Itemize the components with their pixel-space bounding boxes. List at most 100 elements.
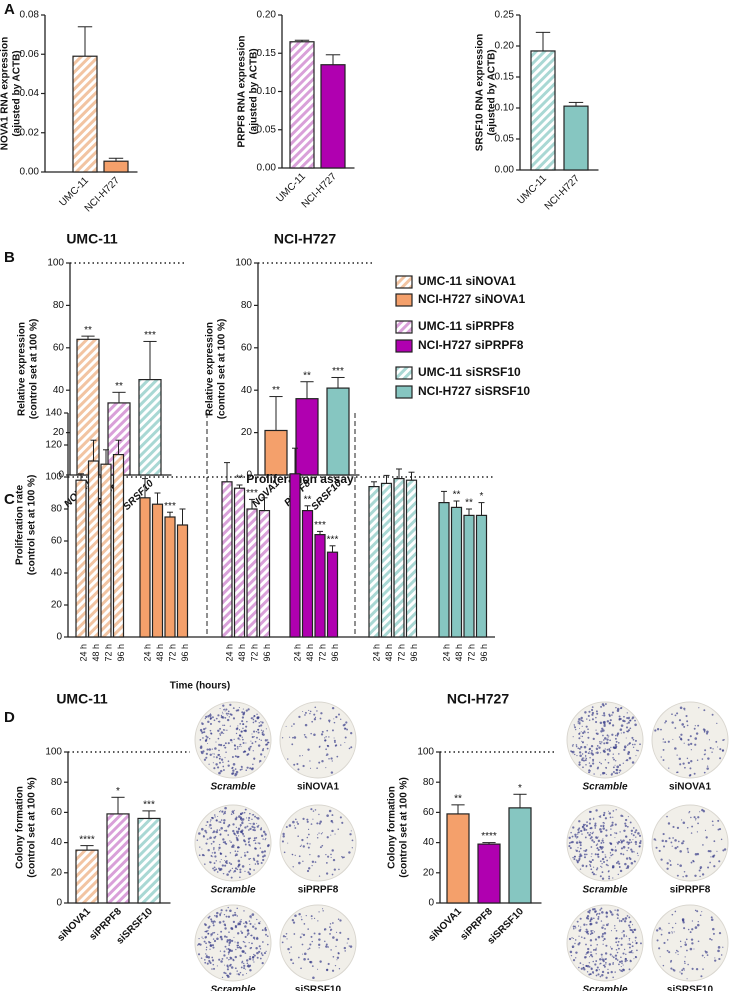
colony [258, 725, 261, 728]
colony [343, 727, 347, 730]
colony [717, 746, 719, 748]
colony [250, 745, 252, 747]
colony [630, 848, 633, 851]
colony [579, 917, 582, 920]
colony [628, 742, 632, 745]
colony [218, 761, 221, 764]
colony [237, 846, 240, 849]
colony [633, 851, 635, 853]
y-axis-label: Proliferation rate [15, 485, 26, 565]
colony [612, 877, 614, 879]
colony [603, 861, 605, 863]
colony [244, 945, 247, 948]
colony [239, 920, 242, 923]
colony [617, 840, 621, 844]
colony [285, 725, 287, 727]
colony [224, 855, 227, 858]
colony [281, 941, 284, 944]
colony [599, 875, 602, 878]
colony [678, 757, 682, 761]
colony [632, 738, 635, 741]
colony [632, 827, 635, 829]
colony [238, 707, 240, 709]
colony [602, 924, 604, 926]
colony [603, 714, 606, 717]
colony [585, 956, 587, 958]
colony [656, 939, 659, 942]
colony [307, 833, 310, 836]
colony [658, 927, 662, 930]
colony [573, 858, 576, 861]
legend-label: NCI-H727 siSRSF10 [418, 384, 530, 398]
colony [231, 756, 234, 758]
colony [590, 951, 592, 953]
colony [203, 940, 206, 943]
colony [576, 835, 579, 838]
colony [598, 912, 601, 915]
colony [235, 732, 238, 735]
colony [252, 718, 255, 721]
colony [666, 949, 669, 952]
colony [602, 964, 605, 967]
colony [622, 719, 625, 722]
colony [219, 758, 221, 760]
colony [343, 946, 346, 950]
colony [292, 736, 294, 739]
colony [683, 969, 685, 971]
colony [595, 921, 598, 924]
y-tick-label: 0.00 [20, 167, 40, 178]
colony [583, 757, 585, 759]
colony [318, 813, 320, 816]
colony [618, 963, 620, 966]
colony [331, 706, 335, 710]
colony [578, 751, 582, 754]
significance-label: *** [143, 800, 155, 811]
colony [701, 758, 704, 760]
colony [604, 703, 607, 705]
colony [348, 945, 350, 947]
colony [616, 951, 619, 954]
colony [338, 868, 340, 871]
colony [620, 852, 623, 855]
colony [250, 917, 252, 919]
colony [235, 836, 238, 839]
colony [339, 919, 342, 922]
colony-plate [279, 804, 357, 882]
colony [211, 933, 213, 935]
colony [579, 962, 582, 964]
x-tick-label: 24 h [292, 644, 302, 662]
colony [209, 836, 212, 840]
colony [691, 942, 694, 945]
colony [686, 949, 688, 952]
colony [585, 928, 588, 931]
colony [594, 948, 597, 951]
colony [329, 923, 332, 925]
colony [594, 938, 598, 941]
colony [595, 969, 598, 972]
colony [603, 724, 606, 728]
colony [587, 731, 589, 734]
colony [232, 763, 236, 766]
colony [679, 864, 682, 867]
significance-label: ** [453, 490, 461, 501]
colony [266, 739, 269, 741]
colony [687, 928, 690, 931]
colony [591, 711, 595, 715]
bar [112, 454, 125, 638]
colony [205, 831, 208, 834]
colony [611, 733, 614, 736]
colony [707, 866, 710, 869]
colony [311, 918, 313, 920]
colony [232, 920, 236, 924]
colony [219, 734, 222, 736]
colony [677, 953, 679, 955]
colony [282, 935, 286, 938]
colony [215, 717, 218, 720]
y-axis-label: (ajusted by ACTB) [487, 49, 498, 135]
colony [242, 820, 244, 822]
colony [689, 735, 692, 738]
plate [194, 804, 272, 882]
colony [212, 967, 216, 970]
colony [572, 736, 574, 738]
